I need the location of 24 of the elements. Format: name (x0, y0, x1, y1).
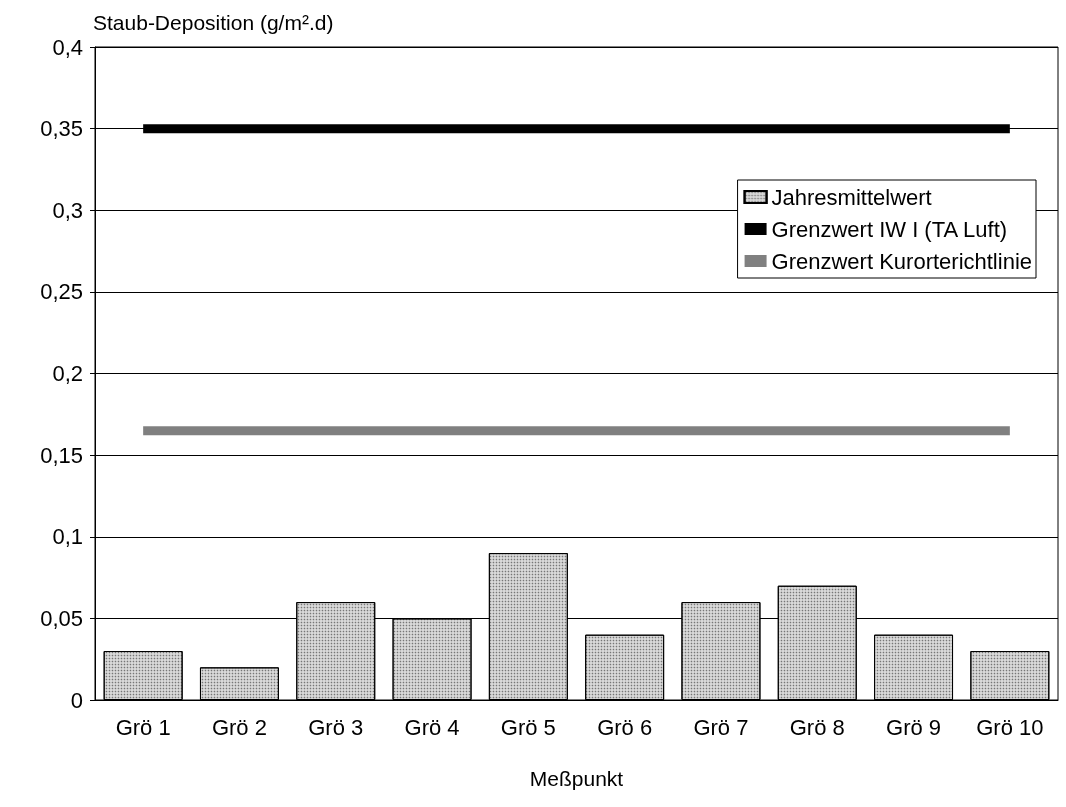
x-tick-label: Grö 10 (976, 714, 1044, 740)
x-axis-title: Meßpunkt (529, 767, 624, 790)
x-tick-label: Grö 3 (308, 714, 364, 740)
y-tick-label: 0,05 (40, 605, 83, 631)
y-tick-label: 0,35 (40, 116, 83, 142)
legend-label: Grenzwert Kurorterichtlinie (771, 248, 1033, 274)
legend-label: Jahresmittelwert (771, 184, 932, 210)
x-tick-label: Grö 7 (693, 714, 749, 740)
x-tick-label: Grö 5 (500, 714, 556, 740)
y-axis-title: Staub-Deposition (g/m².d) (93, 11, 334, 34)
y-tick-label: 0,1 (52, 524, 83, 550)
x-tick-label: Grö 6 (597, 714, 653, 740)
y-tick-label: 0,4 (52, 34, 83, 60)
x-tick-label: Grö 2 (211, 714, 267, 740)
x-tick-label: Grö 9 (886, 714, 942, 740)
x-tick-label: Grö 8 (789, 714, 845, 740)
y-tick-label: 0,15 (40, 442, 83, 468)
x-tick-label: Grö 1 (115, 714, 171, 740)
y-tick-label: 0 (70, 687, 83, 713)
legend-label: Grenzwert IW I (TA Luft) (771, 216, 1008, 242)
x-tick-label: Grö 4 (404, 714, 460, 740)
y-tick-label: 0,3 (52, 197, 83, 223)
y-tick-label: 0,25 (40, 279, 83, 305)
y-tick-label: 0,2 (52, 361, 83, 386)
